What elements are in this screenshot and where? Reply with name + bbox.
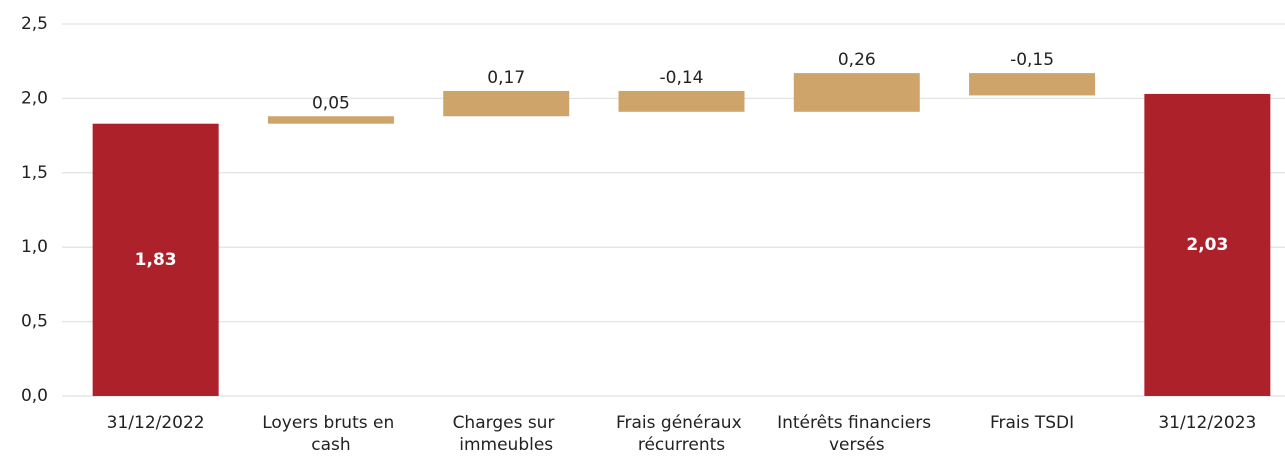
bar bbox=[443, 90, 570, 117]
value-label: 0,26 bbox=[838, 50, 876, 70]
bar bbox=[793, 73, 920, 112]
value-label: -0,14 bbox=[660, 68, 704, 88]
x-tick-label: Loyers bruts en cash bbox=[262, 413, 399, 455]
x-tick-label: Frais TSDI bbox=[990, 413, 1074, 433]
y-tick-label: 1,5 bbox=[21, 163, 48, 183]
bar bbox=[1144, 93, 1271, 396]
x-tick-label: 31/12/2023 bbox=[1158, 413, 1256, 433]
x-tick-label: 31/12/2022 bbox=[107, 413, 205, 433]
value-label: -0,15 bbox=[1010, 50, 1054, 70]
value-label: 0,05 bbox=[312, 93, 350, 113]
y-tick-label: 2,0 bbox=[21, 88, 48, 108]
y-tick-label: 2,5 bbox=[21, 14, 48, 34]
value-label: 2,03 bbox=[1186, 235, 1228, 255]
bar bbox=[92, 123, 219, 397]
x-tick-label: Charges sur immeubles bbox=[453, 413, 560, 455]
bar bbox=[267, 116, 394, 124]
y-tick-label: 1,0 bbox=[21, 237, 48, 257]
value-label: 0,17 bbox=[487, 68, 525, 88]
bar bbox=[969, 73, 1096, 96]
y-tick-label: 0,0 bbox=[21, 386, 48, 406]
y-tick-label: 0,5 bbox=[21, 312, 48, 332]
x-tick-label: Intérêts financiers versés bbox=[777, 413, 936, 455]
bar bbox=[618, 90, 745, 112]
value-label: 1,83 bbox=[135, 250, 177, 270]
x-tick-label: Frais généraux récurrents bbox=[616, 413, 747, 455]
